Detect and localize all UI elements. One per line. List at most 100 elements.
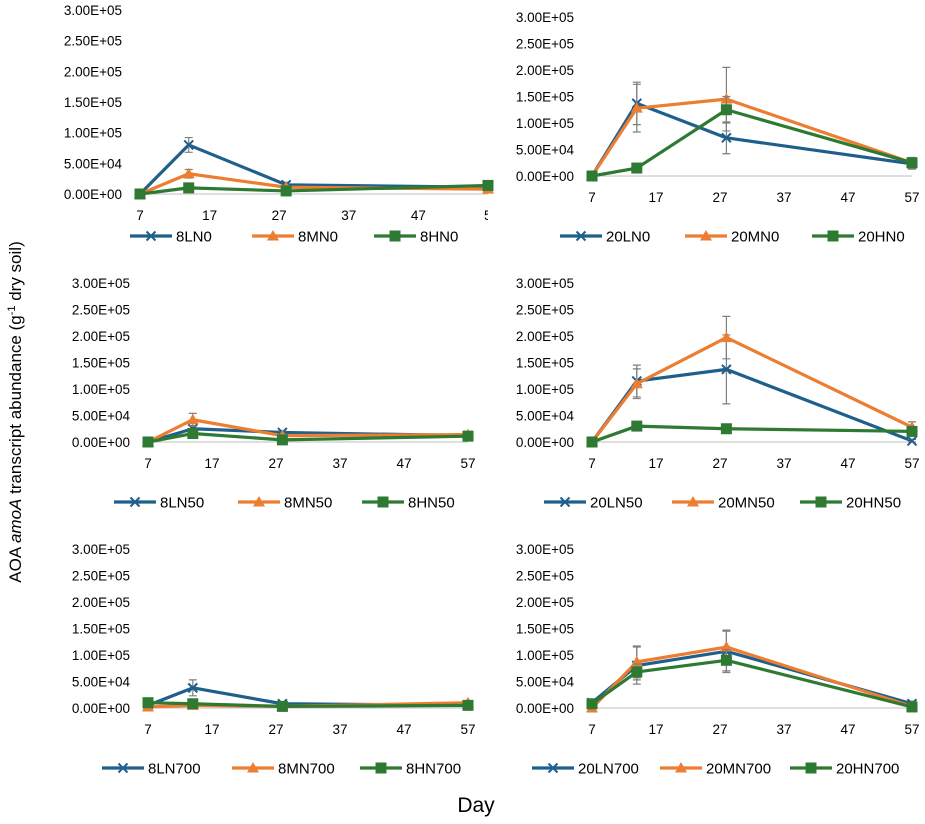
y-tick-label: 1.00E+05 [72, 648, 130, 663]
legend-8N700: 8LN700 8MN700 8HN700 [102, 761, 461, 778]
data-point-marker [631, 420, 643, 432]
x-tick-label: 47 [411, 208, 426, 223]
y-tick-label: 1.50E+05 [516, 622, 574, 637]
legend-marker [575, 230, 587, 242]
y-tick-label: 5.00E+04 [516, 675, 575, 690]
legend-label: 20LN0 [606, 229, 650, 246]
series-line [139, 183, 489, 196]
legend-label: 20HN700 [836, 761, 899, 778]
x-tick-label: 7 [588, 190, 596, 205]
data-point-marker [186, 413, 199, 425]
y-tick-label: 1.50E+05 [516, 356, 574, 371]
y-tick-label: 2.00E+05 [64, 64, 122, 79]
series-line [138, 143, 489, 196]
y-tick-label: 3.00E+05 [516, 276, 574, 291]
legend-label: 8LN50 [160, 495, 204, 512]
y-tick-label: 1.50E+05 [72, 356, 130, 371]
legend-marker [375, 762, 387, 774]
legend-marker [129, 496, 141, 508]
x-tick-label: 27 [712, 190, 727, 205]
data-point-marker [142, 697, 154, 709]
data-point-marker [720, 331, 733, 343]
legend-item-20LN50: 20LN50 [544, 495, 643, 512]
legend-20N50: 20LN50 20MN50 20HN50 [544, 495, 901, 512]
data-point-marker [906, 157, 918, 169]
data-point-marker [630, 377, 643, 389]
y-tick-label: 3.00E+05 [516, 10, 574, 25]
x-tick-label: 17 [204, 456, 219, 471]
x-tick-label: 37 [332, 722, 347, 737]
x-tick-label: 27 [268, 722, 283, 737]
y-tick-label: 2.00E+05 [516, 63, 574, 78]
data-point-marker [721, 132, 732, 144]
y-tick-label: 5.00E+04 [516, 409, 575, 424]
x-tick-label: 47 [840, 456, 855, 471]
legend-marker [805, 762, 817, 774]
legend-8N50: 8LN50 8MN50 8HN50 [114, 495, 455, 512]
legend-marker [827, 230, 839, 242]
y-tick-label: 2.50E+05 [516, 569, 574, 584]
legend-label: 8HN0 [420, 229, 458, 246]
y-tick-label: 1.50E+05 [72, 622, 130, 637]
legend-8N0: 8LN0 8MN0 8HN0 [130, 229, 458, 246]
legend-marker [547, 762, 559, 774]
legend-label: 8HN50 [408, 495, 455, 512]
x-tick-label: 27 [712, 456, 727, 471]
y-tick-label: 1.00E+05 [516, 648, 574, 663]
y-tick-label: 0.00E+00 [64, 187, 122, 202]
y-tick-label: 0.00E+00 [72, 701, 130, 716]
chart-panel-8N0: 0.00E+00 5.00E+04 1.00E+05 1.50E+05 2.00E+05… [64, 3, 494, 246]
x-tick-label: 47 [840, 722, 855, 737]
y-tick-label: 2.50E+05 [72, 303, 130, 318]
series-line [590, 335, 913, 443]
series-line [147, 418, 469, 444]
legend-label: 20LN50 [590, 495, 643, 512]
series-line [147, 701, 469, 709]
x-tick-label: 27 [272, 208, 287, 223]
x-tick-label: 17 [648, 722, 663, 737]
y-tick-label: 1.00E+05 [516, 382, 574, 397]
data-point-marker [906, 425, 918, 437]
legend-marker [675, 762, 687, 773]
legend-marker [377, 496, 389, 508]
data-point-marker [586, 436, 598, 448]
y-tick-label: 1.50E+05 [516, 90, 574, 105]
legend-20N0: 20LN0 20MN0 20HN0 [560, 229, 905, 246]
x-tick-label: 17 [648, 456, 663, 471]
series-8HN0 [134, 179, 494, 200]
chart-panel-20N50: 0.00E+00 5.00E+04 1.00E+05 1.50E+05 2.00E+05… [516, 276, 920, 512]
x-tick-label: 7 [588, 456, 596, 471]
legend-marker [700, 230, 712, 241]
series-line [591, 658, 913, 709]
legend-item-8HN50: 8HN50 [362, 495, 455, 512]
data-point-marker [631, 162, 643, 174]
y-axis-label: AOA amoA transcript abundance (g-1 dry s… [6, 241, 25, 582]
data-point-marker [631, 666, 643, 678]
x-tick-label: 17 [648, 190, 663, 205]
y-tick-label: 1.50E+05 [64, 95, 122, 110]
legend-item-8HN700: 8HN700 [360, 761, 461, 778]
data-point-marker [134, 188, 146, 200]
x-tick-label: 27 [712, 722, 727, 737]
series-8HN700 [142, 697, 474, 712]
y-tick-label: 1.00E+05 [64, 126, 122, 141]
legend-item-8LN0: 8LN0 [130, 229, 212, 246]
series-line [591, 424, 913, 444]
chart-panel-8N50: 0.00E+00 5.00E+04 1.00E+05 1.50E+05 2.00E+05… [72, 276, 476, 512]
legend-item-20HN700: 20HN700 [790, 761, 899, 778]
data-point-marker [720, 654, 732, 666]
legend-item-20HN50: 20HN50 [800, 495, 901, 512]
data-point-marker [630, 102, 643, 113]
x-tick-label: 7 [144, 456, 152, 471]
legend-marker [145, 230, 157, 242]
x-tick-label: 47 [840, 190, 855, 205]
y-tick-label: 0.00E+00 [516, 435, 574, 450]
data-point-marker [276, 434, 288, 446]
data-point-marker [720, 423, 732, 435]
x-tick-label: 7 [588, 722, 596, 737]
data-point-marker [482, 179, 494, 191]
x-tick-label: 57 [904, 190, 919, 205]
legend-item-20LN700: 20LN700 [532, 761, 639, 778]
data-point-marker [187, 698, 199, 710]
